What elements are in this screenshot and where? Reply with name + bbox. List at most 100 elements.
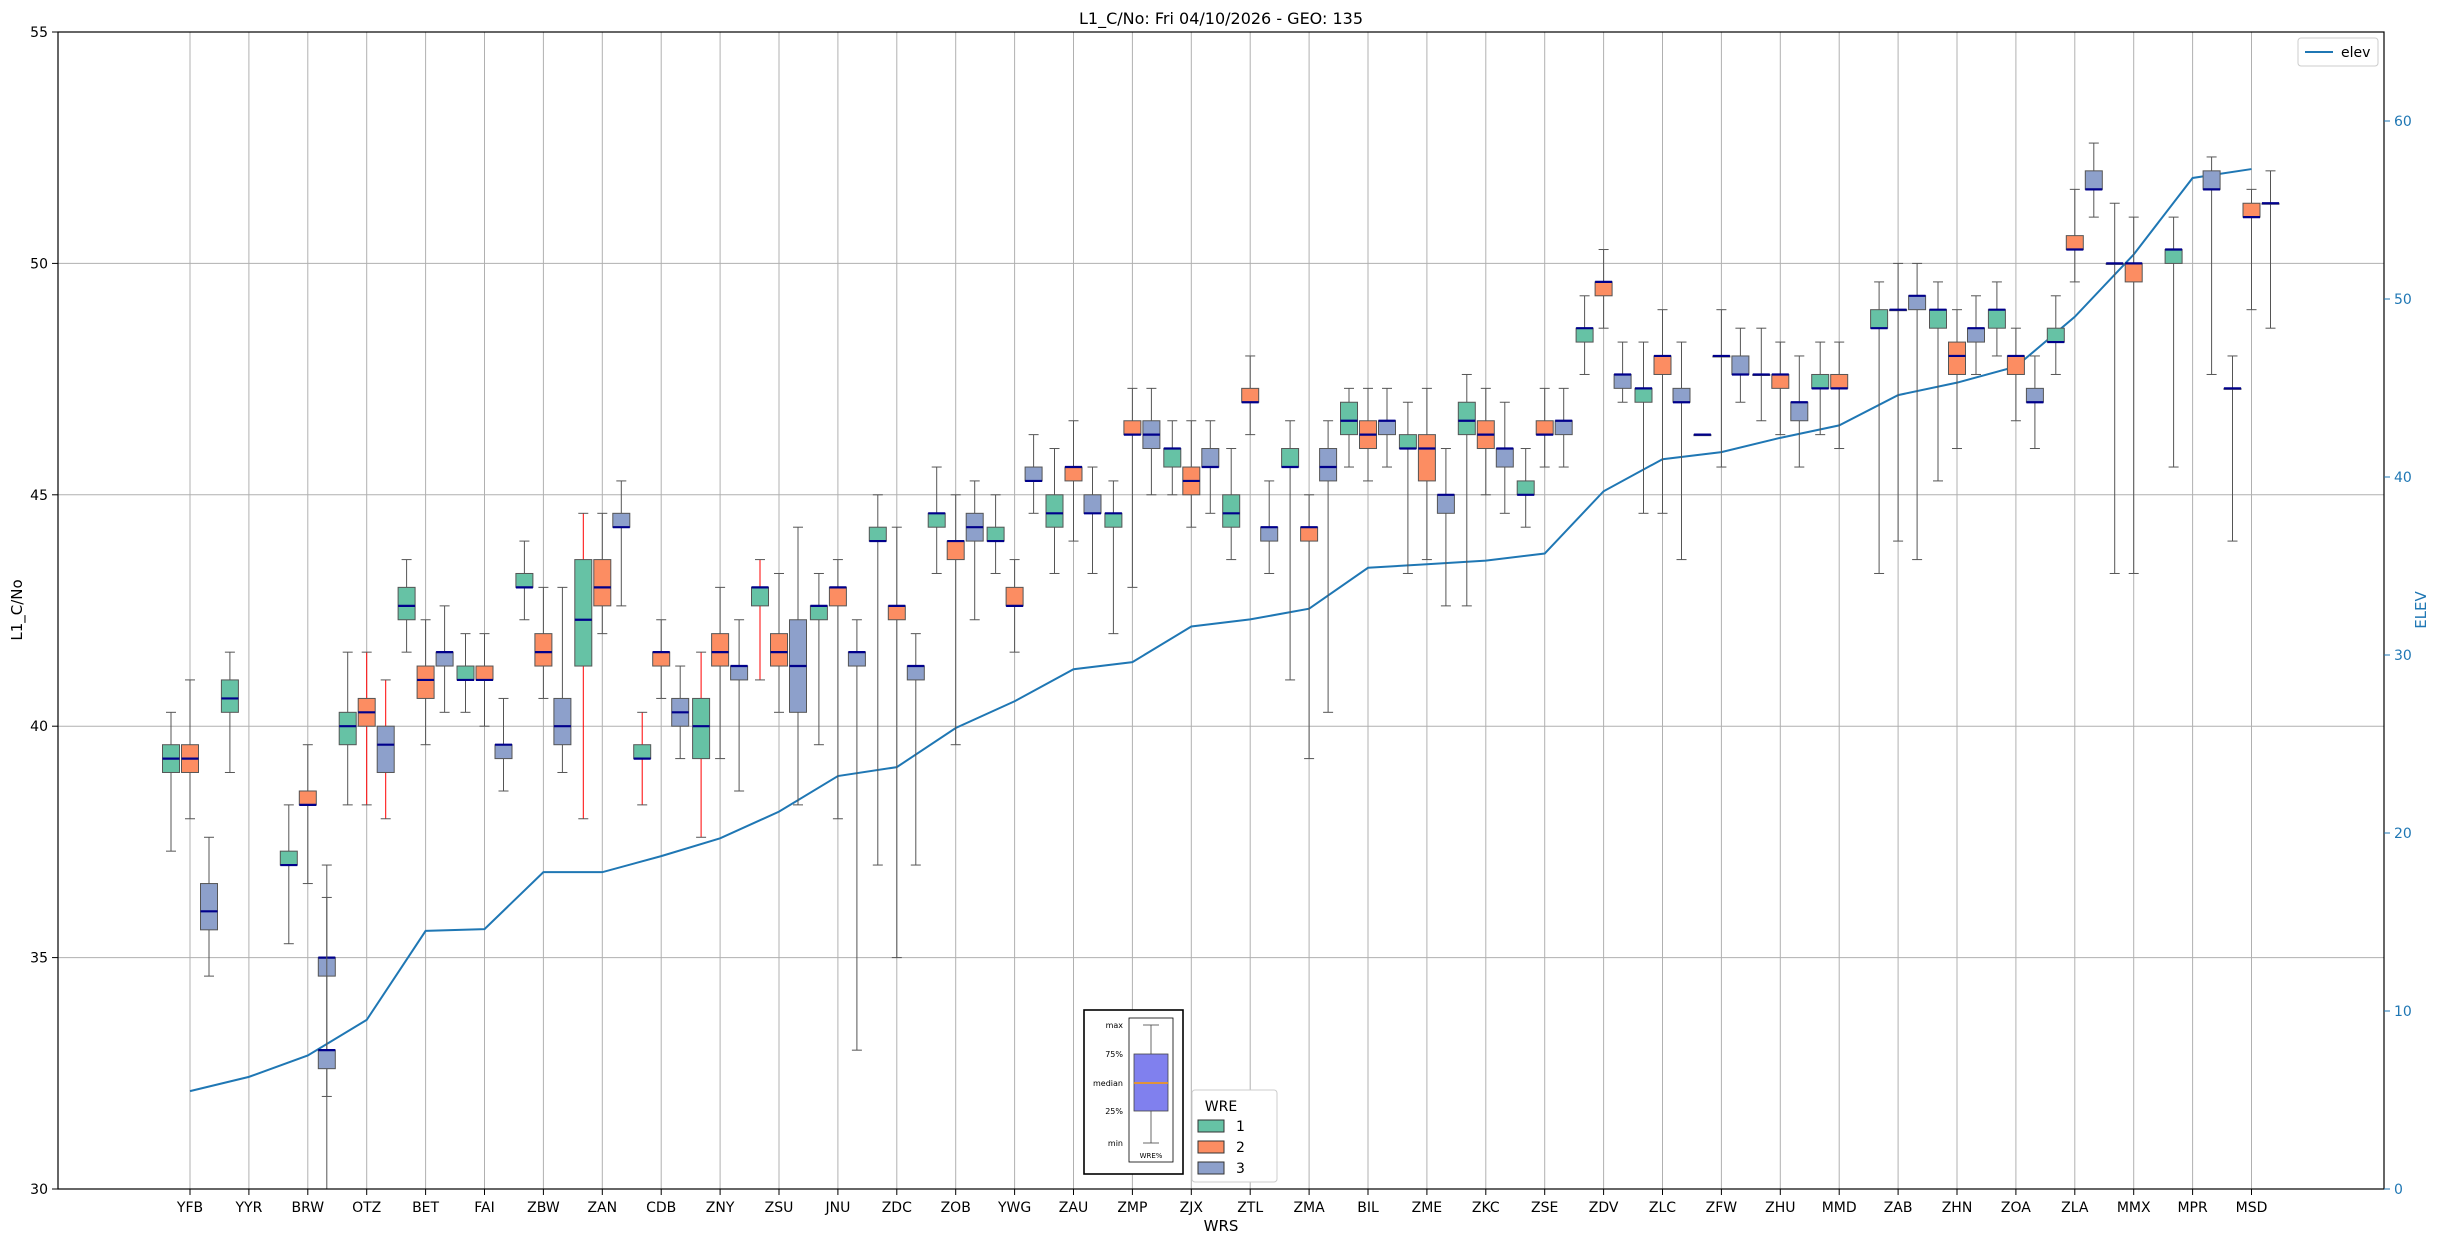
x-tick-label: MMD xyxy=(1822,1200,1857,1216)
box-iqr xyxy=(1575,327,1594,343)
box-plot xyxy=(1870,281,1889,574)
box-iqr xyxy=(2084,170,2103,190)
box-iqr xyxy=(475,665,494,681)
box-iqr xyxy=(1594,281,1613,297)
box-plot xyxy=(357,651,376,806)
box-plot xyxy=(711,586,730,760)
x-tick-label: ZNY xyxy=(706,1200,735,1216)
box-iqr xyxy=(1398,434,1417,450)
box-iqr xyxy=(692,697,711,760)
x-tick-label: ZMA xyxy=(1293,1200,1325,1216)
box-iqr xyxy=(1967,327,1985,343)
box-plot xyxy=(692,651,711,838)
x-tick-label: ZLC xyxy=(1649,1200,1676,1216)
x-tick-label: ZAN xyxy=(587,1200,617,1216)
elev-legend: elev xyxy=(2297,37,2379,67)
box-iqr xyxy=(298,790,317,806)
box-plot xyxy=(1359,387,1377,482)
box-iqr xyxy=(1222,494,1241,528)
box-iqr xyxy=(633,744,652,760)
box-plot xyxy=(475,633,494,727)
box-iqr xyxy=(1516,480,1535,496)
box-iqr xyxy=(1495,448,1514,468)
box-iqr xyxy=(1378,420,1396,436)
box-plot xyxy=(1476,387,1495,496)
box-iqr xyxy=(770,633,788,667)
box-iqr xyxy=(847,651,866,667)
y-tick-label: 55 xyxy=(30,25,48,41)
box-iqr xyxy=(2025,387,2044,403)
y2-tick-label: 20 xyxy=(2394,826,2412,842)
box-iqr xyxy=(1005,586,1024,607)
box-plot xyxy=(2046,295,2065,375)
x-tick-label: MPR xyxy=(2177,1200,2208,1216)
x-tick-label: BRW xyxy=(291,1200,324,1216)
box-plot xyxy=(435,605,454,713)
box-plot xyxy=(2124,216,2143,574)
box-plot xyxy=(1201,420,1220,514)
box-plot xyxy=(1908,262,1927,561)
y-tick-label: 30 xyxy=(30,1182,48,1198)
box-plot xyxy=(2202,156,2221,375)
box-iqr xyxy=(2006,355,2025,375)
wre-legend-label-3: 3 xyxy=(1236,1161,1245,1177)
box-plot xyxy=(1045,448,1064,574)
x-tick-label: FAI xyxy=(474,1200,494,1216)
box-iqr xyxy=(809,605,828,621)
box-plot xyxy=(317,864,336,1190)
box-plot xyxy=(2025,355,2044,450)
x-tick-label: ZSE xyxy=(1531,1200,1558,1216)
x-tick-label: ZME xyxy=(1412,1200,1443,1216)
box-plot xyxy=(1142,387,1161,496)
box-plot xyxy=(1083,466,1102,574)
box-plot xyxy=(1554,387,1573,468)
box-iqr xyxy=(1634,387,1653,403)
x-tick-label: ZOA xyxy=(2001,1200,2031,1216)
box-iqr xyxy=(515,572,534,588)
box-plot xyxy=(789,526,807,806)
box-plot xyxy=(730,619,749,792)
y2-tick-label: 0 xyxy=(2394,1182,2403,1198)
box-plot xyxy=(1222,448,1241,561)
box-plot xyxy=(1653,309,1672,514)
x-tick-label: ZBW xyxy=(527,1200,560,1216)
plot-frame xyxy=(57,31,2385,1190)
box-plot xyxy=(1967,295,1985,375)
box-iqr xyxy=(1045,494,1064,528)
x-tick-label: MMX xyxy=(2117,1200,2151,1216)
box-iqr xyxy=(317,1049,336,1070)
box-plot xyxy=(1790,355,1809,468)
box-plot xyxy=(2084,142,2103,218)
box-plot xyxy=(751,559,769,681)
box-plot xyxy=(809,572,828,746)
box-plot xyxy=(1064,420,1083,542)
box-key-inset: max 75% median 25% min WRE% xyxy=(1083,1009,1184,1175)
box-plot xyxy=(553,586,572,773)
box-iqr xyxy=(927,512,946,528)
box-iqr xyxy=(397,586,416,621)
box-iqr xyxy=(1870,309,1889,329)
box-iqr xyxy=(1929,309,1947,329)
box-iqr xyxy=(220,679,239,713)
box-iqr xyxy=(730,665,749,681)
x-tick-label: ZAB xyxy=(1884,1200,1913,1216)
box-iqr xyxy=(574,559,593,667)
x-tick-label: ZDC xyxy=(882,1200,912,1216)
x-tick-label: ZMP xyxy=(1117,1200,1147,1216)
box-plot xyxy=(338,651,357,806)
box-iqr xyxy=(1083,494,1102,514)
x-tick-label: ZSU xyxy=(765,1200,794,1216)
box-iqr xyxy=(200,883,218,931)
box-iqr xyxy=(1064,466,1083,482)
box-plot xyxy=(1929,281,1947,482)
x-tick-label: ZHU xyxy=(1765,1200,1795,1216)
inset-xlabel: WRE% xyxy=(1140,1152,1163,1160)
box-iqr xyxy=(1672,387,1691,403)
box-iqr xyxy=(279,850,298,866)
box-iqr xyxy=(1554,420,1573,436)
box-iqr xyxy=(338,711,357,746)
box-plot xyxy=(298,744,317,885)
box-iqr xyxy=(494,744,513,760)
x-tick-label: ZOB xyxy=(941,1200,971,1216)
